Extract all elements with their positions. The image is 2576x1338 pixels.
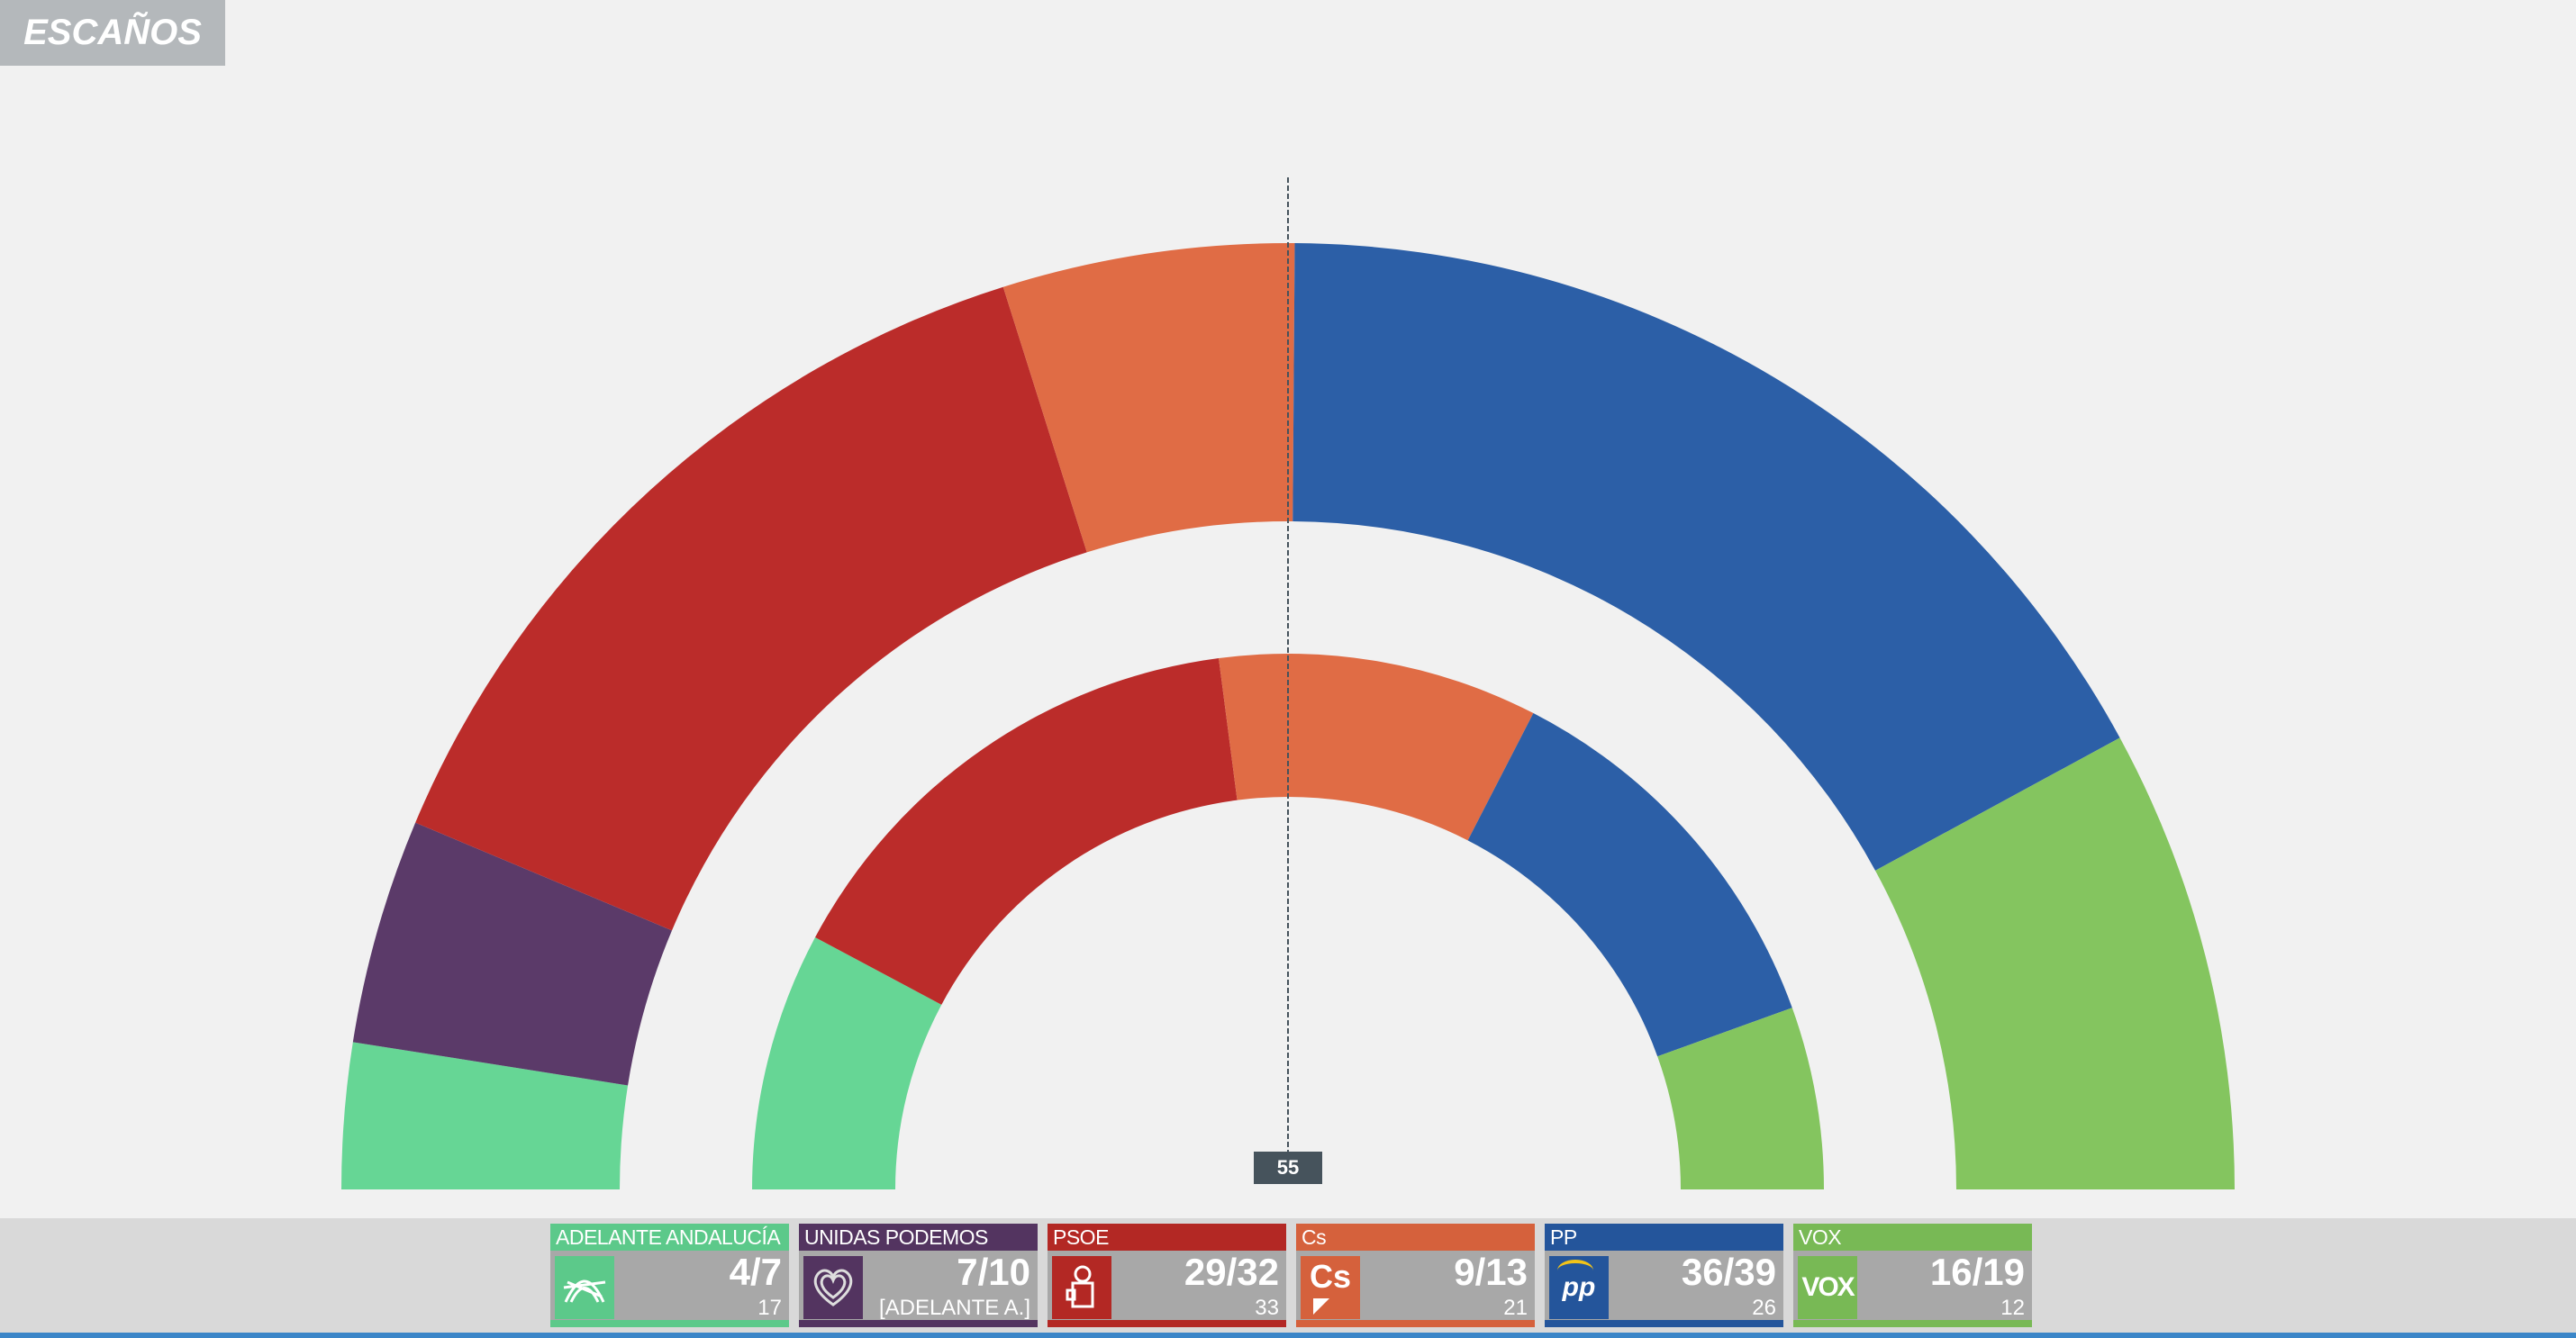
inner-segment-adelante-andaluc-a <box>752 936 942 1189</box>
previous-seats: [ADELANTE A.] <box>878 1296 1030 1320</box>
party-name: UNIDAS PODEMOS <box>799 1224 1038 1251</box>
outer-segment-cs <box>1002 243 1295 553</box>
seat-range: 29/32 <box>1184 1251 1279 1293</box>
party-legend: ADELANTE ANDALUCÍA 4/7 17 UNIDAS PODEMOS 7/1… <box>550 1224 2032 1327</box>
seat-range: 9/13 <box>1454 1251 1528 1293</box>
previous-seats: 17 <box>757 1296 782 1320</box>
vox-logo-icon: VOX <box>1798 1256 1857 1319</box>
seat-range: 16/19 <box>1929 1251 2025 1293</box>
party-card-vox[interactable]: VOX VOX 16/19 12 <box>1793 1224 2032 1327</box>
party-card-pp[interactable]: PP pp 36/39 26 <box>1545 1224 1783 1327</box>
outer-segment-psoe <box>415 286 1087 931</box>
party-card-psoe[interactable]: PSOE 29/32 33 <box>1048 1224 1286 1327</box>
outer-segment-unidas-podemos <box>352 822 673 1086</box>
party-card-cs[interactable]: Cs Cs 9/13 21 <box>1296 1224 1535 1327</box>
party-card-unidas-podemos[interactable]: UNIDAS PODEMOS 7/10 [ADELANTE A.] <box>799 1224 1038 1327</box>
seat-range: 36/39 <box>1681 1251 1776 1293</box>
adelante-andalucia-logo-icon <box>555 1256 614 1319</box>
seat-range: 7/10 <box>957 1251 1030 1293</box>
seat-range: 4/7 <box>729 1251 782 1293</box>
parliament-chart <box>341 177 2235 1189</box>
previous-seats: 33 <box>1255 1296 1279 1320</box>
party-color-bar <box>550 1320 789 1327</box>
inner-segment-vox <box>1657 1008 1824 1189</box>
majority-label: 55 <box>1254 1152 1322 1184</box>
previous-seats: 12 <box>2000 1296 2025 1320</box>
psoe-fist-rose-logo-icon <box>1052 1256 1111 1319</box>
party-color-bar <box>1793 1320 2032 1327</box>
outer-segment-vox <box>1875 737 2235 1189</box>
outer-segment-pp <box>1293 243 2120 871</box>
pp-logo-icon: pp <box>1549 1256 1609 1319</box>
outer-segment-adelante-andaluc-a <box>341 1042 629 1189</box>
party-name: PP <box>1545 1224 1783 1251</box>
party-color-bar <box>1296 1320 1535 1327</box>
podemos-heart-logo-icon <box>803 1256 863 1319</box>
cs-logo-icon: Cs <box>1301 1256 1360 1319</box>
inner-segment-psoe <box>815 657 1238 1005</box>
party-name: PSOE <box>1048 1224 1286 1251</box>
legend-bar <box>0 1218 2576 1333</box>
inner-segment-cs <box>1219 654 1534 841</box>
party-color-bar <box>1048 1320 1286 1327</box>
outer-ring-estimate <box>341 243 2235 1189</box>
party-color-bar <box>1545 1320 1783 1327</box>
party-color-bar <box>799 1320 1038 1327</box>
footer-accent-line <box>0 1333 2576 1338</box>
section-title: ESCAÑOS <box>0 0 225 66</box>
inner-segment-pp <box>1467 713 1792 1057</box>
inner-ring-previous <box>752 654 1824 1189</box>
party-name: Cs <box>1296 1224 1535 1251</box>
party-name: VOX <box>1793 1224 2032 1251</box>
previous-seats: 26 <box>1752 1296 1776 1320</box>
previous-seats: 21 <box>1503 1296 1528 1320</box>
party-card-adelante-andaluc-a[interactable]: ADELANTE ANDALUCÍA 4/7 17 <box>550 1224 789 1327</box>
party-name: ADELANTE ANDALUCÍA <box>550 1224 789 1251</box>
